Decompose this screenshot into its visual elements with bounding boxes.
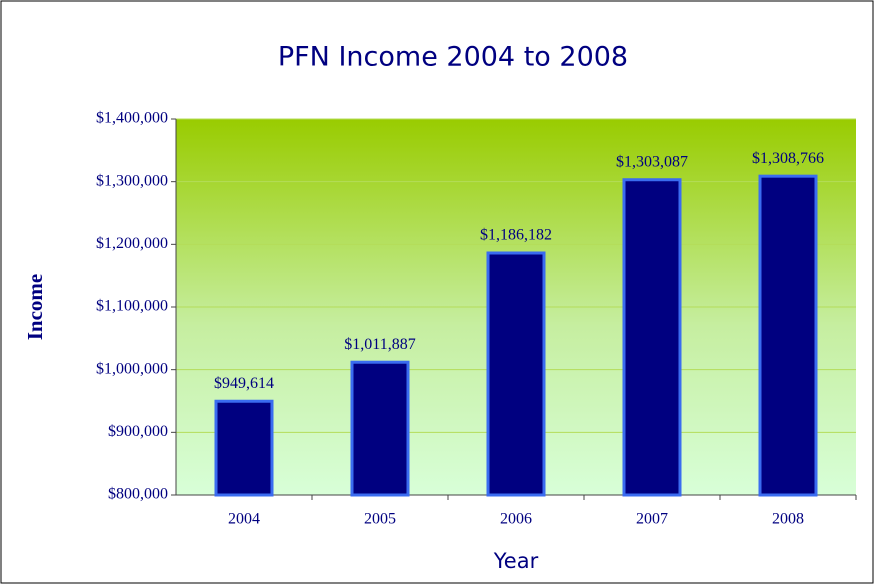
- x-tick-label: 2006: [500, 511, 532, 528]
- y-tick-label: $800,000: [108, 486, 168, 503]
- bar: [486, 251, 546, 497]
- y-tick-label: $1,000,000: [96, 360, 168, 377]
- y-axis-title: Income: [23, 274, 47, 341]
- value-label: $1,011,887: [344, 336, 415, 353]
- value-label: $1,308,766: [752, 150, 824, 167]
- y-tick-label: $1,300,000: [96, 172, 168, 189]
- bar: [758, 174, 818, 497]
- y-tick-label: $900,000: [108, 423, 168, 440]
- y-tick-label: $1,100,000: [96, 298, 168, 315]
- bar: [622, 178, 682, 497]
- bar: [214, 399, 274, 497]
- x-tick-label: 2007: [636, 511, 668, 528]
- y-tick-label: $1,200,000: [96, 235, 168, 252]
- chart-title: PFN Income 2004 to 2008: [278, 42, 628, 73]
- x-axis-title: Year: [493, 549, 539, 573]
- bar: [350, 360, 410, 497]
- x-tick-label: 2005: [364, 511, 396, 528]
- value-label: $949,614: [214, 375, 274, 392]
- x-tick-label: 2004: [228, 511, 260, 528]
- value-label: $1,303,087: [616, 153, 688, 170]
- y-tick-label: $1,400,000: [96, 110, 168, 127]
- x-tick-label: 2008: [772, 511, 804, 528]
- value-label: $1,186,182: [480, 227, 552, 244]
